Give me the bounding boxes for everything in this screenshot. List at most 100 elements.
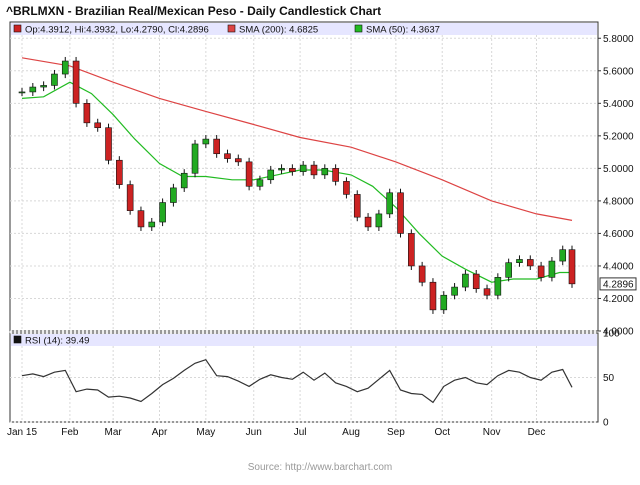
x-tick-label: Mar [105,427,123,438]
candle-body [289,168,296,172]
sma200-line-group [21,57,573,221]
x-tick-label: Jun [246,427,262,438]
legend-sma200-label: SMA (200): 4.6825 [239,25,318,36]
candle-body [526,259,534,267]
candle-body [310,164,318,176]
candle-body [375,213,383,228]
legend-sma50-swatch [354,24,363,33]
rsi-tick-label: 50 [603,373,615,384]
tick-labels: 4.0000 4.2000 4.4000 4.6000 4.8000 5.0000 5.20… [7,34,637,438]
candle-body [440,294,448,311]
legend-rsi-swatch [13,335,22,344]
candle-body [126,184,134,211]
price-tick-label: 4.0000 [603,327,634,338]
candle-body [61,60,69,75]
candle-body [429,281,437,311]
candle-body [18,91,26,94]
last-price-label: 4.2896 [603,279,634,290]
candle-body [418,265,426,283]
candle-body [202,138,210,145]
candle-body [568,249,576,285]
candle-body [408,233,415,267]
rsi-line [21,358,573,404]
candle-body [386,192,393,215]
rsi-tick-label: 0 [603,418,609,429]
candle-body [148,221,156,228]
candles-group [18,56,576,314]
x-tick-label: Sep [387,427,405,438]
price-tick-label: 4.6000 [603,229,634,240]
grid-lines [10,35,598,423]
candle-body [267,169,275,181]
candle-body [256,179,264,187]
candle-body [245,161,253,187]
candle-body [83,103,91,124]
candle-body [105,127,112,161]
candle-body [180,172,188,189]
candle-body [321,168,329,176]
candle-body [224,153,231,159]
x-tick-label: May [196,427,215,438]
candle-body [72,60,80,104]
candle-body [451,286,458,296]
price-tick-label: 4.4000 [603,261,634,272]
candle-body [278,168,285,171]
rsi-line-group [21,358,573,404]
x-tick-label: Oct [434,427,450,438]
x-tick-label: Aug [342,427,360,438]
candle-body [472,273,480,290]
legend-ohlc-swatch [13,24,22,33]
price-tick-label: 5.4000 [603,99,634,110]
x-tick-label: Jul [294,427,307,438]
candle-body [494,277,502,296]
candle-body [159,202,166,223]
candle-body [116,159,123,185]
legend: Op:4.3912, Hi:4.3932, Lo:4.2790, Cl:4.28… [13,24,440,347]
candle-body [29,86,37,93]
legend-sma200-swatch [227,24,236,33]
x-tick-label: Nov [483,427,501,438]
price-tick-label: 5.6000 [603,66,634,77]
legend-sma50-label: SMA (50): 4.3637 [366,25,440,36]
candle-body [40,85,47,88]
price-tick-label: 5.0000 [603,164,634,175]
last-price-box [599,277,637,291]
chart-title: ^BRLMXN - Brazilian Real/Mexican Peso - … [6,4,381,18]
candle-body [234,158,242,163]
price-tick-label: 5.8000 [603,34,634,45]
candle-body [94,122,102,129]
price-panel-frame [9,21,599,332]
price-legend-band [11,23,597,35]
candle-body [170,187,177,203]
candle-body [483,288,491,296]
price-tick-label: 4.2000 [603,294,634,305]
x-tick-label: Feb [61,427,79,438]
source-credit: Source: http://www.barchart.com [248,462,393,473]
rsi-tick-label: 100 [603,329,620,340]
price-tick-label: 5.2000 [603,131,634,142]
x-tick-label: Jan 15 [7,427,37,438]
legend-ohlc-label: Op:4.3912, Hi:4.3932, Lo:4.2790, Cl:4.28… [25,25,209,36]
x-tick-label: Apr [152,427,168,438]
legend-rsi-label: RSI (14): 39.49 [25,336,89,347]
candle-body [462,273,469,288]
x-tick-label: Dec [528,427,546,438]
candle-body [516,259,523,263]
rsi-legend-band [11,334,597,346]
price-tick-label: 4.8000 [603,196,634,207]
candle-body [548,260,556,278]
candle-body [137,210,145,228]
candle-body [559,249,567,262]
sma200-line [21,57,573,221]
candle-body [505,262,512,278]
chart-frames [9,21,599,423]
candle-body [299,164,307,172]
candle-body [537,265,545,278]
candle-body [353,194,361,218]
candle-body [397,192,404,234]
candle-body [364,216,372,228]
candle-body [343,181,350,195]
candle-body [332,168,339,182]
